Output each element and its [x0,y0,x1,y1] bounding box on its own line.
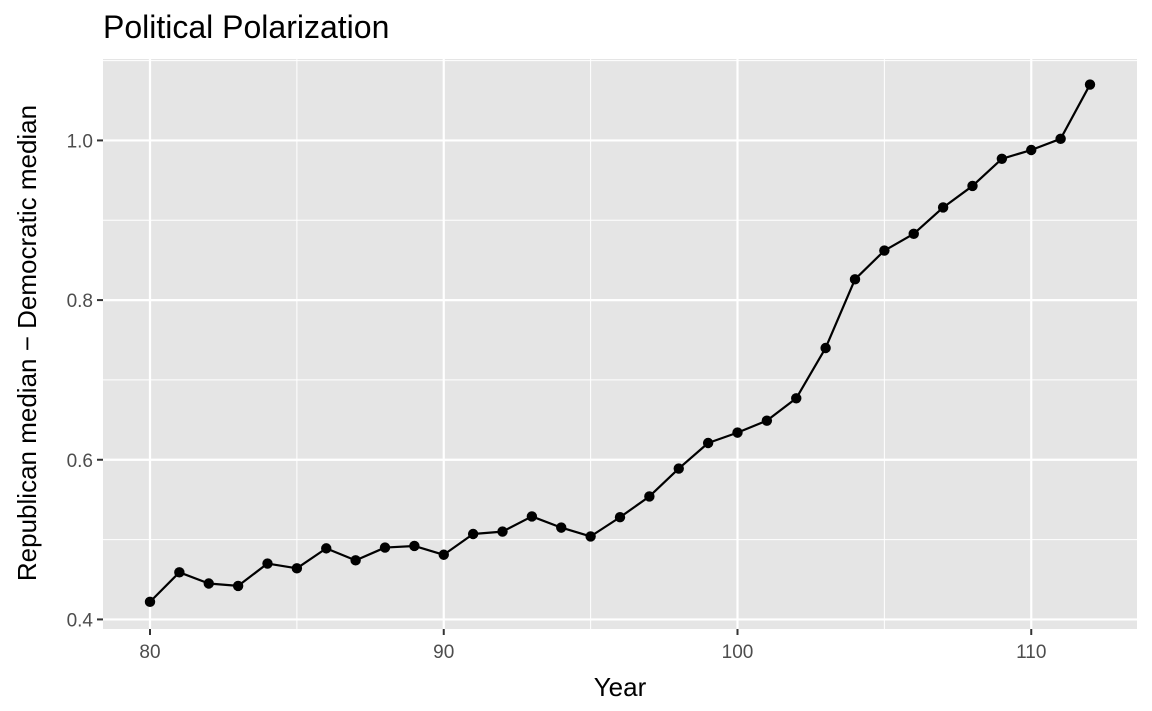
data-point [350,555,361,566]
data-point [1055,133,1066,145]
chart-title: Political Polarization [103,9,389,45]
x-tick-label: 100 [722,642,754,663]
data-point [937,202,949,213]
data-point [1084,79,1096,90]
data-point [144,596,156,608]
data-point [820,342,831,354]
data-point [673,463,684,474]
data-point [732,427,743,438]
plot-panel [103,59,1137,629]
data-point [467,528,479,540]
data-point [996,153,1008,164]
data-point [1026,144,1037,156]
data-point [644,491,655,502]
axis-ticks [97,139,1033,635]
data-point [585,531,596,542]
data-point [321,543,332,554]
data-point [614,512,626,523]
data-point [203,578,214,589]
tick-labels: 80 90 100 110 0.4 0.6 0.8 1.0 [67,131,1047,663]
data-point [409,540,420,552]
series-layer [144,79,1096,608]
data-point [791,393,802,404]
data-point [879,245,890,256]
data-point [174,567,185,578]
minor-gridlines [103,59,1137,629]
y-tick-label: 0.4 [67,610,94,631]
x-tick-label: 90 [433,642,454,663]
data-point [761,415,773,426]
x-tick-label: 80 [139,642,160,663]
y-tick-label: 1.0 [67,131,93,152]
x-axis-title: Year [594,672,647,702]
data-point [849,274,861,285]
x-tick-label: 110 [1016,642,1046,663]
data-point [908,228,919,240]
y-axis-title: Republican median − Democratic median [12,105,42,581]
data-point [497,526,508,537]
data-point [291,563,303,574]
data-point [526,511,538,522]
data-point [232,580,244,592]
y-tick-label: 0.8 [67,291,93,312]
data-point [379,542,391,553]
data-point [438,549,449,560]
data-point [967,180,978,192]
y-tick-label: 0.6 [67,451,93,472]
data-point [262,558,273,569]
data-point [702,437,714,449]
data-point [556,522,567,533]
